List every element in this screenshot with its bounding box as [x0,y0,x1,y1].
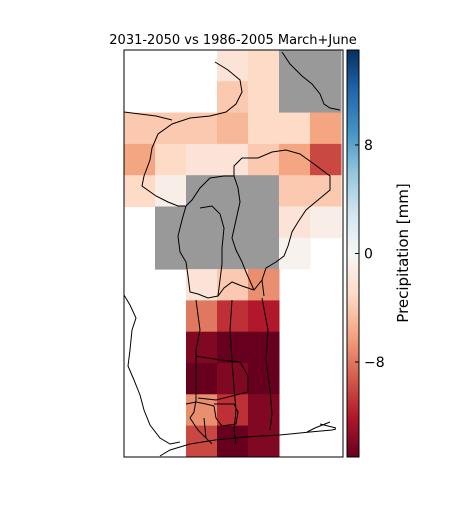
coastline-south [159,428,337,457]
heatmap-cell [217,175,249,207]
border-southern-b [213,403,239,427]
heatmap-cell [248,394,280,427]
heatmap-cell [248,112,280,145]
heatmap-cell [217,112,249,145]
heatmap-cell [155,143,187,176]
border-north-east [281,51,341,111]
heatmap-cell [248,331,280,364]
heatmap-cell [186,175,218,207]
heatmap-cell [217,269,249,301]
border-inner-b [199,205,225,297]
heatmap-cell [248,237,280,270]
border-inner-c [231,175,255,291]
heatmap-cell [279,143,311,176]
heatmap-cell [310,50,342,82]
heatmap-cell [248,206,280,239]
map-borders [123,51,341,457]
border-southern-a [195,355,249,401]
heatmap-cell [248,175,280,207]
heatmap-cell [248,425,280,458]
heatmap-cell [186,237,218,270]
heatmap-cell [124,143,156,176]
heatmap-cell [155,112,187,145]
heatmap-cell [217,300,249,333]
border-southern-corridor [189,297,273,445]
heatmap-cell [248,143,280,176]
heatmap-cell [279,206,311,239]
chart-title: 2031-2050 vs 1986-2005 March+June [109,33,356,48]
heatmap-cell [248,50,280,82]
heatmap-cell [310,143,342,176]
heatmap-cell [217,425,249,458]
heatmap-cell [124,175,156,207]
heatmap-cell [186,143,218,176]
heatmap-cell [217,331,249,364]
heatmap-cell [217,143,249,176]
heatmap-cell [186,206,218,239]
heatmap-cell [186,300,218,333]
heatmap-cell [279,175,311,207]
border-inner-a [177,205,263,299]
colorbar-tick-label: −8 [364,355,385,371]
heatmap-cell [310,81,342,114]
heatmap-cells [124,50,342,458]
colorbar-ticks: 8 0 −8 [355,138,385,371]
border-north-west [123,111,173,121]
heatmap-cell [279,81,311,114]
heatmap-cell [217,394,249,427]
heatmap-cell [310,112,342,145]
heatmap-cell [186,112,218,145]
heatmap-cell [155,237,187,270]
heatmap-cell [310,206,342,239]
border-southern-c [185,401,215,439]
heatmap-cell [279,112,311,145]
colorbar-label: Precipitation [mm] [394,183,412,322]
coastline-west [123,294,181,445]
heatmap-cell [186,331,218,364]
heatmap-cell [279,237,311,270]
border-northern [141,61,331,297]
coastline-east [306,421,337,433]
heatmap-cell [248,363,280,395]
heatmap-cell [186,425,218,458]
heatmap-cell [217,81,249,114]
heatmap-cell [248,81,280,114]
heatmap-cell [186,394,218,427]
heatmap-cell [155,175,187,207]
colorbar-tick-label: 8 [364,138,373,154]
colorbar-tick-label: 0 [364,247,373,263]
heatmap-cell [186,363,218,395]
heatmap-cell [124,112,156,145]
map-frame [123,49,344,458]
heatmap-cell [186,269,218,301]
